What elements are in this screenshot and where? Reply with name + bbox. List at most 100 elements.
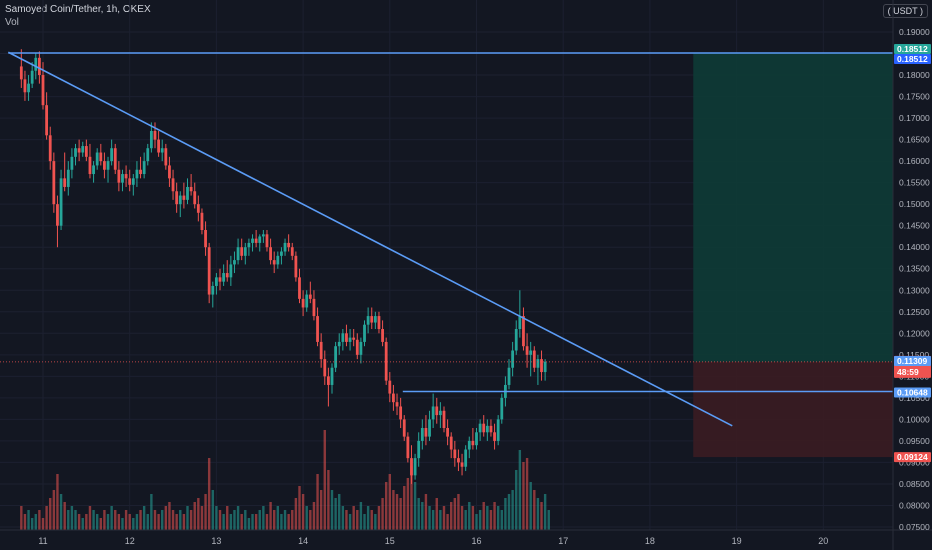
profit-zone: [693, 53, 893, 362]
drawings[interactable]: [7, 51, 893, 427]
volume-bar: [330, 490, 334, 530]
candle-body: [92, 165, 95, 175]
volume-bar: [67, 510, 70, 530]
candle-body: [175, 191, 179, 205]
volume-bar: [233, 510, 236, 530]
candle-body: [218, 277, 222, 282]
candle-body: [204, 230, 207, 248]
y-tick-label: 0.09500: [899, 436, 930, 446]
volume-bar: [312, 502, 316, 530]
price-tag-label: 0.18512: [897, 44, 928, 54]
volume-bar: [370, 510, 373, 530]
candle-body: [45, 105, 49, 136]
candle-body: [99, 152, 103, 162]
candle-body: [308, 294, 312, 299]
volume-bar: [218, 510, 222, 530]
y-tick-label: 0.15000: [899, 199, 930, 209]
candle-body: [460, 462, 464, 467]
candle-body: [157, 139, 160, 153]
x-tick-label: 12: [125, 536, 135, 546]
volume-bar: [468, 502, 471, 530]
candle-body: [164, 148, 168, 166]
candle-body: [168, 165, 171, 179]
candle-body: [522, 316, 525, 347]
volume-bar: [142, 506, 146, 530]
volume-bar: [157, 514, 160, 530]
x-tick-label: 13: [211, 536, 221, 546]
volume-bar: [222, 514, 225, 530]
candle-body: [417, 440, 421, 459]
volume-bar: [269, 502, 272, 530]
volume-bar: [262, 506, 265, 530]
volume-bar: [533, 490, 536, 530]
volume-bar: [431, 510, 435, 530]
volume-bar: [56, 474, 59, 530]
volume-bar: [403, 486, 406, 530]
volume-bar: [410, 466, 413, 530]
volume-bar: [74, 510, 77, 530]
volume-bar: [280, 514, 283, 530]
volume-bar: [298, 486, 301, 530]
volume-bar: [428, 506, 431, 530]
volume-bar: [536, 498, 540, 530]
price-tag-label: 0.09124: [897, 452, 928, 462]
volume-bar: [85, 514, 88, 530]
x-tick-label: 11: [38, 536, 47, 546]
candle-body: [482, 423, 486, 433]
volume-bar: [316, 474, 319, 530]
candle-body: [413, 458, 417, 476]
candle-body: [283, 242, 287, 252]
candle-body: [113, 148, 117, 170]
candle-body: [334, 346, 338, 368]
x-tick-label: 16: [471, 536, 481, 546]
volume-bar: [374, 514, 377, 530]
candle-body: [189, 186, 193, 192]
currency-button[interactable]: ( USDT ): [882, 4, 928, 18]
candle-body: [446, 428, 449, 437]
volume-bar: [511, 490, 514, 530]
y-tick-label: 0.15500: [899, 178, 930, 188]
candle-body: [326, 376, 330, 385]
x-tick-label: 20: [818, 536, 828, 546]
volume-bar: [52, 490, 56, 530]
volume-bar: [254, 514, 258, 530]
candle-body: [287, 242, 291, 248]
volume-bar: [496, 506, 500, 530]
candle-body: [406, 436, 410, 459]
candle-body: [149, 131, 153, 149]
candle-body: [56, 204, 59, 226]
volume-bar: [247, 518, 251, 530]
candle-body: [153, 131, 157, 140]
price-tag-bg: [894, 54, 931, 65]
volume-bar: [356, 510, 359, 530]
volume-bar: [153, 510, 157, 530]
volume-bar: [341, 506, 345, 530]
candle-body: [464, 449, 468, 467]
volume-bar: [92, 510, 95, 530]
candle-body: [435, 406, 439, 416]
volume-bar: [110, 506, 113, 530]
y-tick-label: 0.19000: [899, 27, 930, 37]
candle-body: [485, 425, 489, 433]
volume-bar: [251, 514, 254, 530]
candle-body: [428, 419, 431, 437]
candle-body: [399, 406, 403, 420]
candle-body: [30, 70, 34, 84]
volume-bar: [139, 510, 142, 530]
candle-body: [171, 178, 175, 192]
candle-body: [500, 397, 504, 420]
candle-body: [507, 367, 511, 385]
volume-bar: [182, 514, 186, 530]
y-tick-label: 0.10500: [899, 393, 930, 403]
y-tick-label: 0.07500: [899, 522, 930, 532]
volume-bar: [179, 510, 182, 530]
candle-body: [23, 79, 27, 93]
volume-bar: [63, 502, 66, 530]
volume-bar: [164, 506, 168, 530]
volume-bar: [450, 502, 453, 530]
candle-body: [229, 264, 233, 278]
volume-bar: [189, 510, 193, 530]
candle-body: [215, 277, 218, 286]
y-tick-label: 0.16500: [899, 135, 930, 145]
